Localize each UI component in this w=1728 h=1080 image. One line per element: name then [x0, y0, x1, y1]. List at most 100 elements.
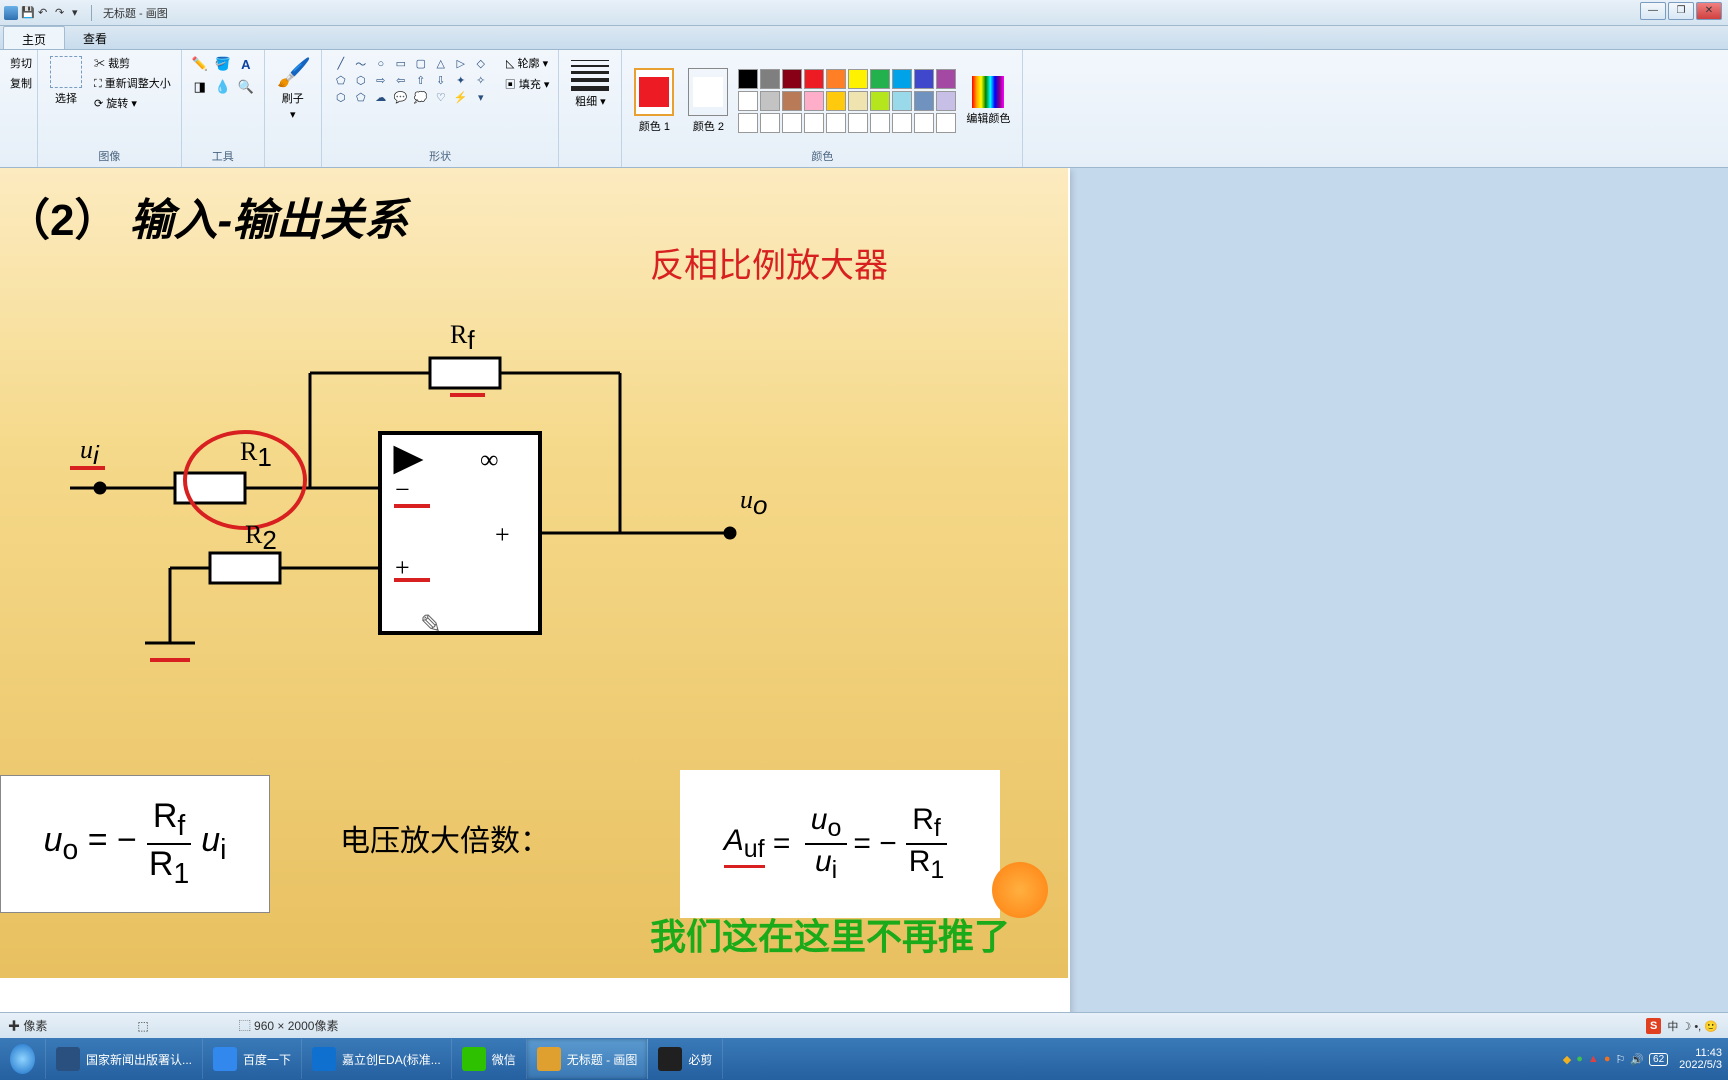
- color-swatch[interactable]: [936, 69, 956, 89]
- group-label: 工具: [190, 148, 256, 167]
- taskbar-item[interactable]: 微信: [452, 1039, 527, 1079]
- color-swatch[interactable]: [738, 91, 758, 111]
- statusbar: ✚ 像素 ⬚ ⬚ 960 × 2000像素 S 中 ☽ •, 🙂: [0, 1012, 1728, 1038]
- slide-heading: （2） 输入-输出关系: [0, 168, 1068, 248]
- picker-tool[interactable]: 💧: [213, 77, 233, 97]
- tray-icon[interactable]: 🔊: [1630, 1053, 1644, 1066]
- tray-icon[interactable]: ◆: [1563, 1053, 1571, 1066]
- tab-view[interactable]: 查看: [65, 26, 125, 49]
- eraser-tool[interactable]: ◨: [190, 77, 210, 97]
- color-swatch[interactable]: [936, 113, 956, 133]
- taskbar-item[interactable]: 嘉立创EDA(标准...: [302, 1039, 452, 1079]
- color-swatch[interactable]: [738, 113, 758, 133]
- svg-text:−: −: [395, 475, 410, 504]
- start-button[interactable]: [0, 1039, 46, 1079]
- titlebar: 💾 ↶ ↷ ▾ 无标题 - 画图 — ❐ ✕: [0, 0, 1728, 26]
- outline-button[interactable]: ◺ 轮廓 ▾: [504, 54, 551, 72]
- color-swatch[interactable]: [848, 69, 868, 89]
- battery-icon[interactable]: 62: [1649, 1053, 1668, 1066]
- copy-button[interactable]: 复制: [8, 74, 34, 92]
- stroke-icon: [571, 56, 609, 91]
- svg-text:uo: uo: [740, 485, 767, 520]
- minimize-button[interactable]: —: [1640, 2, 1666, 20]
- taskbar: 国家新闻出版署认...百度一下嘉立创EDA(标准...微信无标题 - 画图必剪 …: [0, 1038, 1728, 1080]
- ime-status[interactable]: 中 ☽ •, 🙂: [1667, 1018, 1718, 1034]
- color-swatch[interactable]: [914, 69, 934, 89]
- color-palette[interactable]: [738, 69, 956, 133]
- brush-button[interactable]: 🖌️ 刷子 ▾: [273, 54, 313, 123]
- color-swatch[interactable]: [936, 91, 956, 111]
- canvas[interactable]: （2） 输入-输出关系 反相比例放大器: [0, 168, 1070, 1038]
- quick-access-toolbar: 💾 ↶ ↷ ▾: [4, 6, 86, 20]
- color-swatch[interactable]: [782, 69, 802, 89]
- color-swatch[interactable]: [826, 91, 846, 111]
- zoom-tool[interactable]: 🔍: [236, 77, 256, 97]
- group-shapes: ╱～○▭▢△▷◇ ⬠⬡⇨⇦⇧⇩✦✧ ⬡⬠☁💬💭♡⚡▾ ◺ 轮廓 ▾ ▣ 填充 ▾…: [322, 50, 560, 167]
- formula-output: uo = − RfR1 ui: [0, 775, 270, 913]
- color-swatch[interactable]: [914, 91, 934, 111]
- edit-colors-button[interactable]: 编辑颜色: [962, 74, 1014, 128]
- system-tray[interactable]: ◆ ● ▲ ● ⚐ 🔊 62 11:43 2022/5/3: [1563, 1047, 1722, 1071]
- clock[interactable]: 11:43 2022/5/3: [1679, 1047, 1722, 1071]
- taskbar-item[interactable]: 国家新闻出版署认...: [46, 1039, 203, 1079]
- fill-button[interactable]: ▣ 填充 ▾: [504, 75, 551, 93]
- color1-button[interactable]: 颜色 1: [630, 66, 678, 136]
- tab-home[interactable]: 主页: [3, 26, 65, 49]
- color-swatch[interactable]: [848, 113, 868, 133]
- svg-text:+: +: [395, 553, 410, 582]
- shapes-grid[interactable]: ╱～○▭▢△▷◇ ⬠⬡⇨⇦⇧⇩✦✧ ⬡⬠☁💬💭♡⚡▾: [330, 54, 492, 107]
- tray-icon[interactable]: ▲: [1588, 1053, 1599, 1065]
- app-icon: [462, 1047, 486, 1071]
- ime-icon[interactable]: S: [1646, 1018, 1661, 1034]
- color-swatch[interactable]: [892, 69, 912, 89]
- undo-icon[interactable]: ↶: [38, 6, 52, 20]
- taskbar-item[interactable]: 必剪: [648, 1039, 723, 1079]
- color-swatch[interactable]: [826, 113, 846, 133]
- svg-text:✎: ✎: [420, 610, 442, 639]
- color-swatch[interactable]: [826, 69, 846, 89]
- tray-icon[interactable]: ⚐: [1615, 1053, 1625, 1066]
- color-swatch[interactable]: [804, 113, 824, 133]
- canvas-area[interactable]: （2） 输入-输出关系 反相比例放大器: [0, 168, 1728, 1038]
- qat-dropdown-icon[interactable]: ▾: [72, 6, 86, 20]
- color2-swatch: [693, 77, 723, 107]
- select-button[interactable]: 选择: [46, 54, 86, 108]
- color-swatch[interactable]: [782, 113, 802, 133]
- taskbar-item[interactable]: 百度一下: [203, 1039, 302, 1079]
- color-swatch[interactable]: [870, 91, 890, 111]
- color-swatch[interactable]: [892, 91, 912, 111]
- maximize-button[interactable]: ❐: [1668, 2, 1694, 20]
- color-swatch[interactable]: [738, 69, 758, 89]
- pencil-tool[interactable]: ✏️: [190, 54, 210, 74]
- text-tool[interactable]: A: [236, 54, 256, 74]
- color-swatch[interactable]: [760, 113, 780, 133]
- stroke-button[interactable]: 粗细 ▾: [567, 54, 613, 111]
- color-swatch[interactable]: [804, 69, 824, 89]
- fill-tool[interactable]: 🪣: [213, 54, 233, 74]
- color-swatch[interactable]: [760, 69, 780, 89]
- paint-icon[interactable]: [4, 6, 18, 20]
- svg-text:ui: ui: [80, 435, 100, 470]
- color-swatch[interactable]: [848, 91, 868, 111]
- color-swatch[interactable]: [914, 113, 934, 133]
- color-swatch[interactable]: [870, 113, 890, 133]
- color-swatch[interactable]: [870, 69, 890, 89]
- group-colors: 颜色 1 颜色 2 编辑颜色 颜色: [622, 50, 1023, 167]
- svg-text:+: +: [495, 520, 510, 549]
- color-swatch[interactable]: [892, 113, 912, 133]
- crop-button[interactable]: ✂ 裁剪: [92, 54, 173, 72]
- tray-icon[interactable]: ●: [1576, 1053, 1583, 1065]
- tray-icon[interactable]: ●: [1604, 1053, 1611, 1065]
- color-swatch[interactable]: [760, 91, 780, 111]
- color2-button[interactable]: 颜色 2: [684, 66, 732, 136]
- cut-button[interactable]: 剪切: [8, 54, 34, 72]
- resize-button[interactable]: ⛶ 重新调整大小: [92, 74, 173, 92]
- rotate-button[interactable]: ⟳ 旋转 ▾: [92, 94, 173, 112]
- save-icon[interactable]: 💾: [21, 6, 35, 20]
- redo-icon[interactable]: ↷: [55, 6, 69, 20]
- color-swatch[interactable]: [782, 91, 802, 111]
- group-label: 颜色: [630, 148, 1014, 167]
- taskbar-item[interactable]: 无标题 - 画图: [527, 1039, 649, 1079]
- color-swatch[interactable]: [804, 91, 824, 111]
- close-button[interactable]: ✕: [1696, 2, 1722, 20]
